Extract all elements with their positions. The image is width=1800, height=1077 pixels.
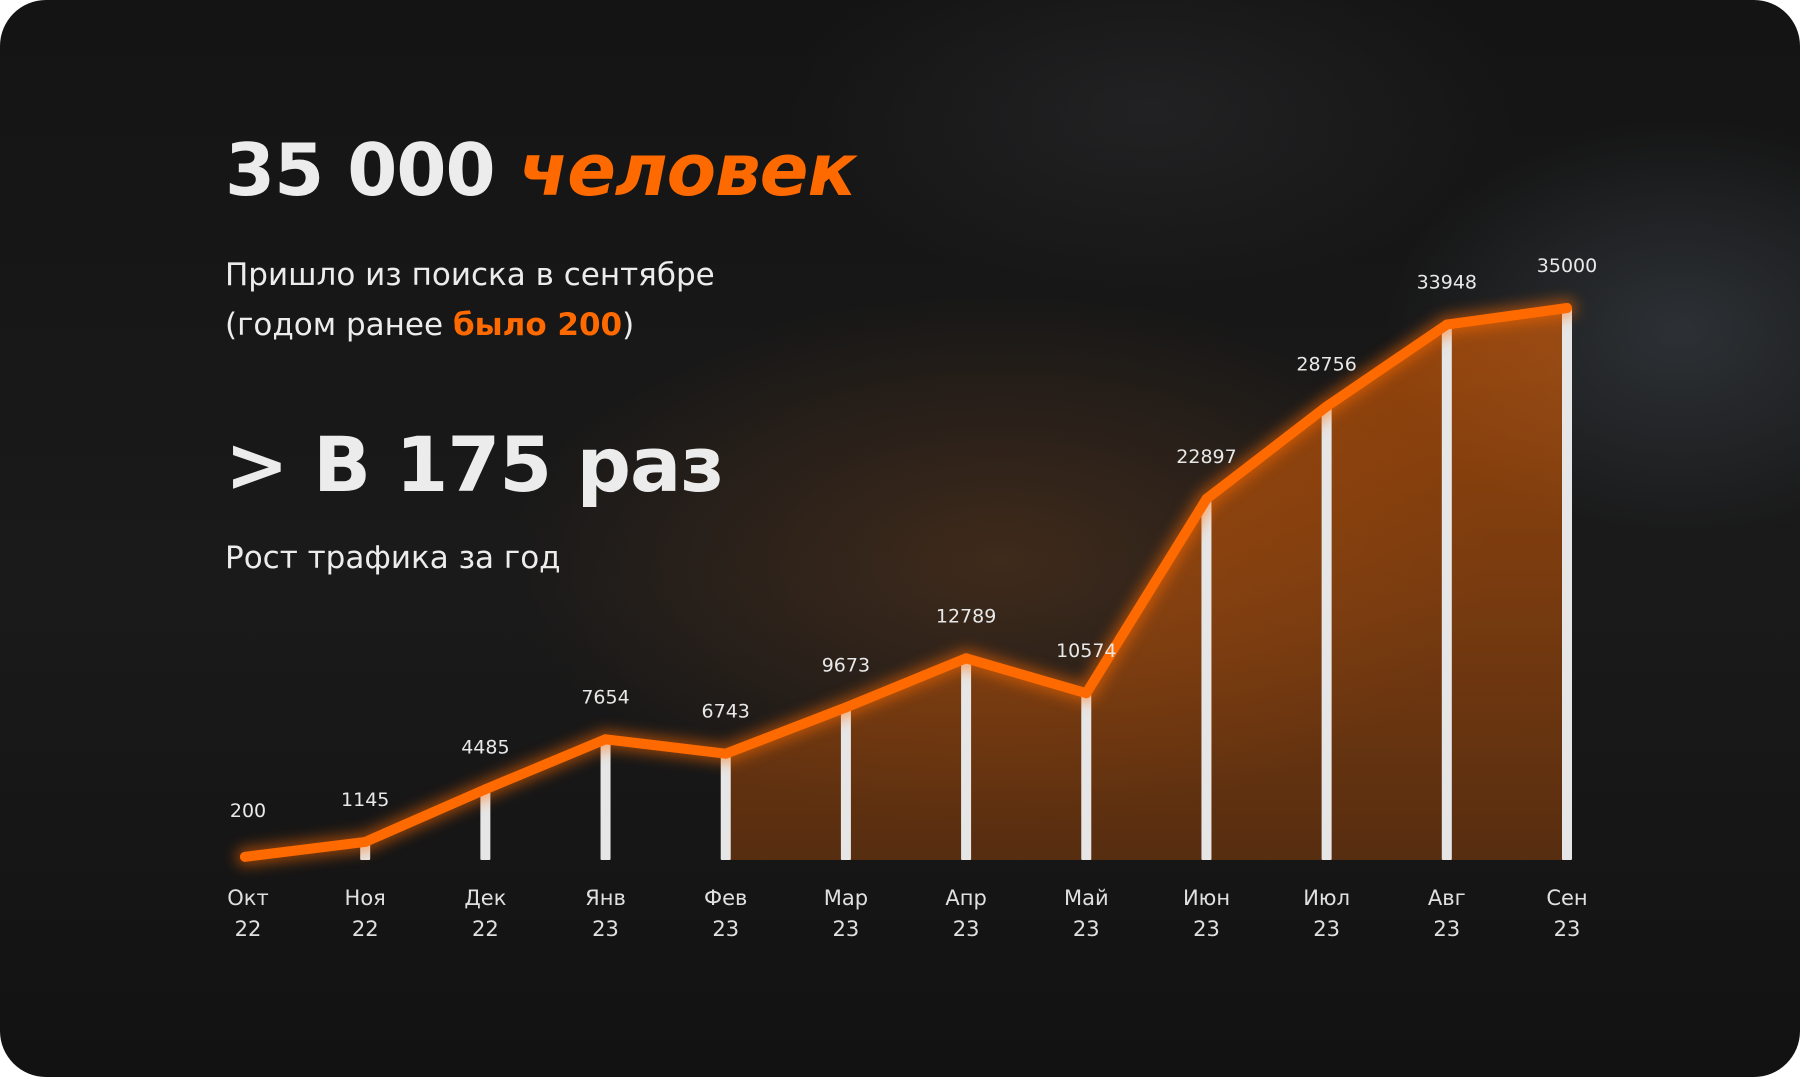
data-point-7: [1081, 688, 1092, 699]
x-tick-year: 23: [1193, 917, 1220, 941]
x-tick-year: 23: [1073, 917, 1100, 941]
bar-7: [1081, 693, 1092, 860]
data-point-0: [240, 851, 250, 862]
bar-9: [1321, 406, 1332, 860]
data-point-10: [1441, 319, 1452, 330]
subtitle: Пришло из поиска в сентябре (годом ранее…: [225, 250, 715, 350]
x-tick-month: Июл: [1303, 886, 1350, 910]
x-tick-month: Апр: [945, 886, 986, 910]
value-label: 4485: [461, 736, 509, 758]
bar-2: [480, 789, 491, 860]
line-layer: [236, 299, 1576, 866]
x-tick-year: 23: [1433, 917, 1460, 941]
value-label: 7654: [581, 686, 629, 708]
headline-accent-word: человек: [518, 128, 857, 212]
x-tick-year: 22: [472, 917, 499, 941]
subtitle-line-2-before: (годом ранее: [225, 307, 453, 343]
x-tick-month: Ноя: [345, 886, 386, 910]
x-tick-year: 23: [953, 917, 980, 941]
x-tick-year: 23: [592, 917, 619, 941]
label-layer: 200 1145 4485 7654 6743 9673 12789 10574 22897 28…: [230, 255, 1597, 822]
bar-10: [1441, 324, 1452, 860]
data-point-4: [720, 748, 731, 759]
data-point-5: [840, 702, 851, 713]
bar-layer: [360, 308, 1572, 860]
x-tick-year: 23: [1313, 917, 1340, 941]
x-tick-month: Май: [1064, 886, 1109, 910]
x-tick-month: Окт: [227, 886, 268, 910]
bar-3: [600, 739, 611, 860]
x-tick-year: 23: [712, 917, 739, 941]
x-tick-year: 23: [1554, 917, 1581, 941]
growth-title: > В 175 раз: [225, 420, 724, 509]
data-point-1: [360, 836, 371, 847]
x-tick-month: Июн: [1183, 886, 1230, 910]
x-tick-year: 22: [352, 917, 379, 941]
bar-4: [720, 753, 731, 860]
bar-6: [961, 658, 972, 860]
value-label: 22897: [1176, 446, 1236, 468]
series-line: [240, 303, 1572, 862]
area-fill: [725, 308, 1567, 860]
value-label: 35000: [1537, 255, 1597, 277]
subtitle-line-1: Пришло из поиска в сентябре: [225, 257, 715, 293]
x-tick-month: Дек: [464, 886, 506, 910]
x-tick-month: Мар: [824, 886, 868, 910]
subtitle-highlight: было 200: [452, 307, 623, 343]
bar-8: [1201, 498, 1212, 860]
value-label: 1145: [341, 789, 389, 811]
point-layer: [240, 303, 1572, 862]
subtitle-line-2: (годом ранее было 200): [225, 300, 715, 350]
growth-caption: Рост трафика за год: [225, 540, 561, 576]
data-point-3: [600, 734, 611, 745]
tick-layer: Окт 22 Ноя 22 Дек 22 Янв 23 Фев 23 Мар 23 Апр 23 Май 23…: [227, 886, 1587, 941]
headline: 35 000 человек: [225, 128, 857, 212]
x-tick-month: Авг: [1428, 886, 1466, 910]
data-point-2: [480, 784, 491, 795]
x-tick-month: Янв: [585, 886, 626, 910]
data-point-9: [1321, 401, 1332, 412]
value-label: 12789: [936, 605, 996, 627]
data-point-11: [1562, 303, 1572, 313]
value-label: 10574: [1056, 640, 1116, 662]
value-label: 33948: [1417, 272, 1477, 294]
value-label: 28756: [1296, 354, 1356, 376]
headline-number: 35 000: [225, 128, 496, 212]
x-tick-year: 23: [833, 917, 860, 941]
value-label: 6743: [702, 701, 750, 723]
x-tick-year: 22: [235, 917, 262, 941]
subtitle-line-2-after: ): [622, 307, 635, 343]
data-point-6: [961, 653, 972, 664]
value-label: 9673: [822, 654, 870, 676]
bar-5: [840, 707, 851, 860]
value-label: 200: [230, 800, 266, 822]
x-tick-month: Фев: [704, 886, 747, 910]
area-layer: [725, 308, 1567, 860]
data-point-8: [1201, 493, 1212, 504]
x-tick-month: Сен: [1546, 886, 1587, 910]
bar-11: [1562, 308, 1572, 860]
